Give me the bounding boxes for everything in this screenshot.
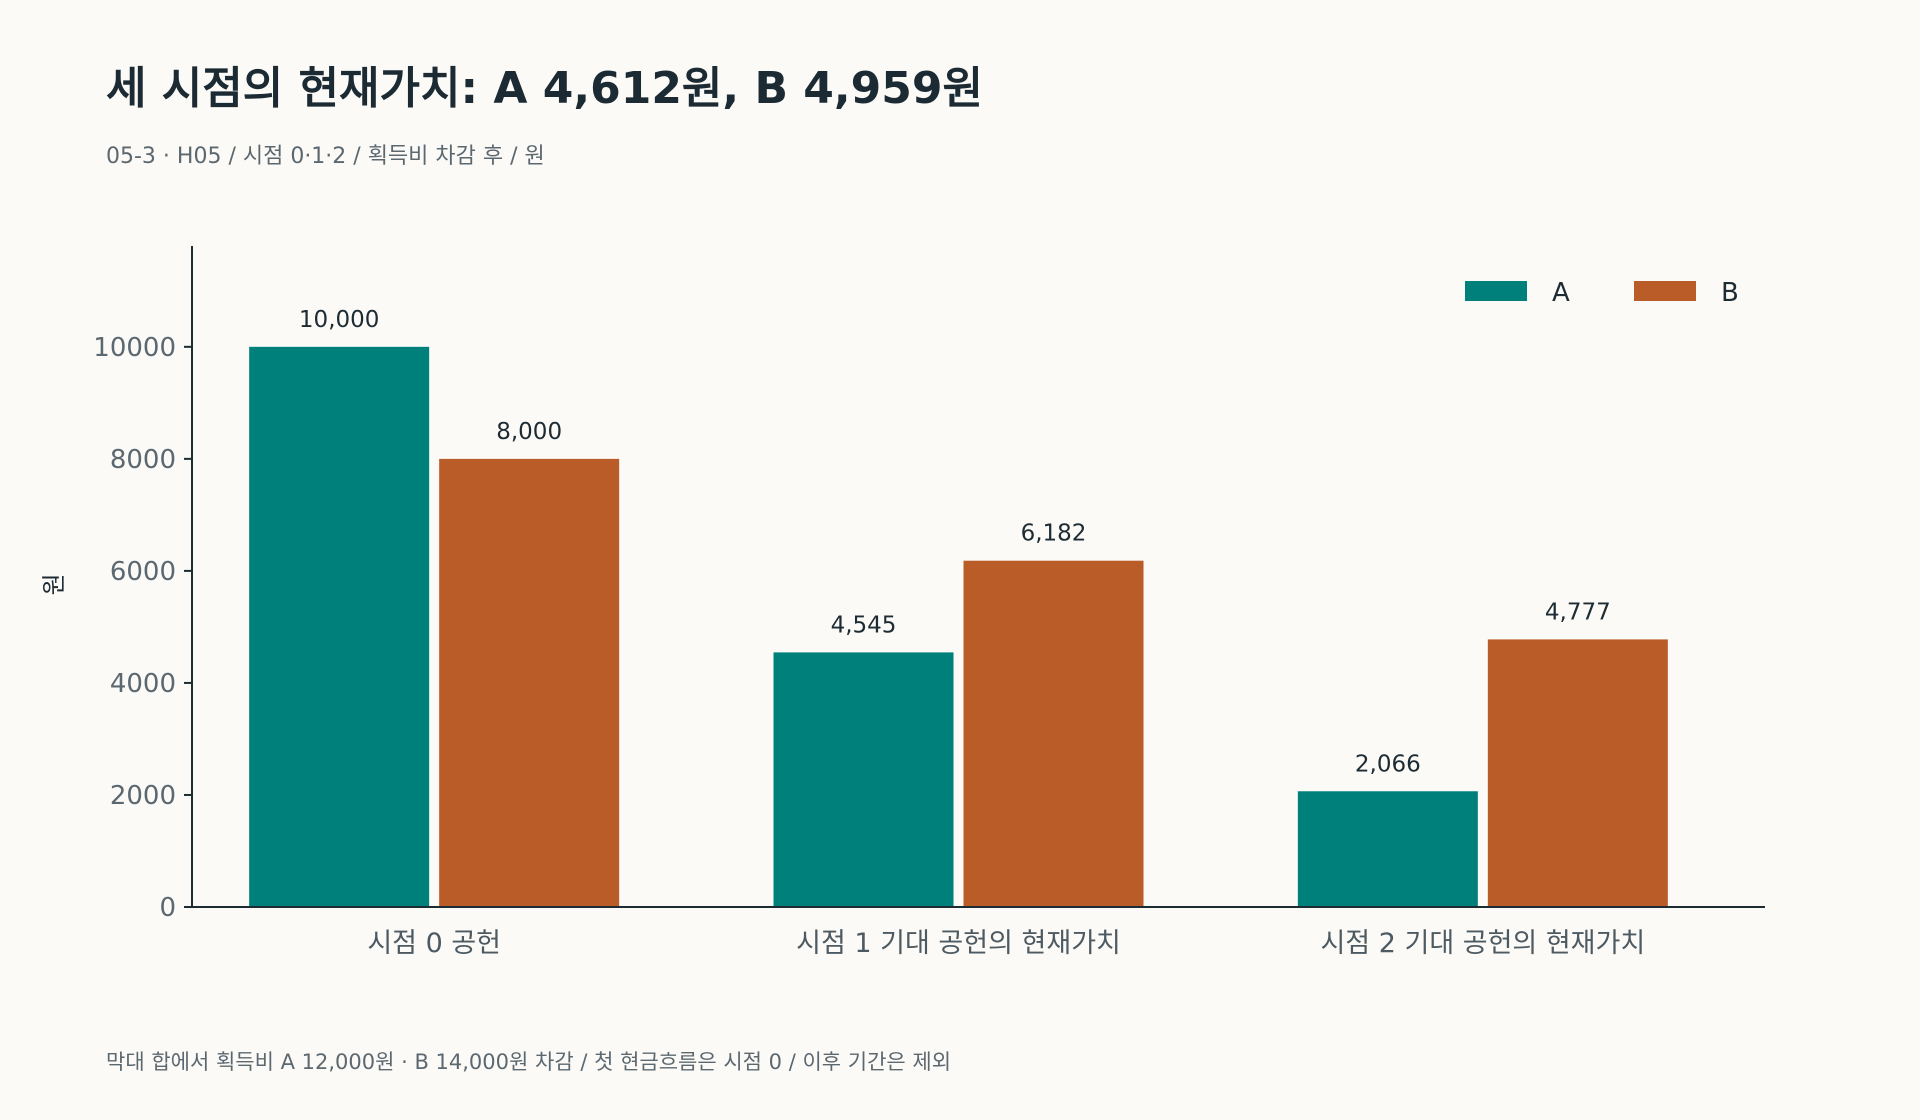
axes-group: 시점 0 공헌 시점 1 기대 공헌의 현재가치 시점 2 기대 공헌의 현재가치 0…	[93, 246, 1765, 959]
bar-b-1	[963, 560, 1144, 907]
bar-a-0	[249, 346, 430, 907]
data-label-b-0: 8,000	[496, 419, 562, 445]
y-tick-label-5: 10000	[93, 333, 176, 363]
legend-swatch-a	[1465, 281, 1527, 301]
data-labels-group: 10,000 8,000 4,545 6,182 2,066 4,777	[299, 307, 1611, 777]
footnote: 막대 합에서 획득비 A 12,000원 · B 14,000원 차감 / 첫 …	[106, 1050, 952, 1074]
y-tick-label-3: 6000	[110, 557, 176, 587]
data-label-b-1: 6,182	[1021, 521, 1087, 547]
chart-subtitle: 05-3 · H05 / 시점 0·1·2 / 획득비 차감 후 / 원	[106, 144, 545, 169]
bar-b-0	[439, 458, 620, 907]
data-label-a-0: 10,000	[299, 307, 379, 333]
bar-a-1	[773, 652, 954, 907]
x-tick-label-0: 시점 0 공헌	[367, 928, 501, 959]
data-label-b-2: 4,777	[1545, 599, 1611, 625]
bars-group	[249, 346, 1668, 907]
x-tick-label-1: 시점 1 기대 공헌의 현재가치	[796, 928, 1121, 959]
y-tick-label-4: 8000	[110, 445, 176, 475]
data-label-a-2: 2,066	[1355, 751, 1421, 777]
bar-b-2	[1487, 639, 1668, 907]
y-axis-label: 원	[40, 573, 68, 595]
x-tick-label-2: 시점 2 기대 공헌의 현재가치	[1320, 928, 1645, 959]
chart-title: 세 시점의 현재가치: A 4,612원, B 4,959원	[106, 63, 983, 114]
legend-label-a: A	[1552, 278, 1570, 308]
data-label-a-1: 4,545	[831, 612, 897, 638]
legend-label-b: B	[1721, 278, 1739, 308]
y-tick-label-0: 0	[159, 893, 176, 923]
bar-a-2	[1297, 791, 1478, 907]
y-tick-label-1: 2000	[110, 781, 176, 811]
y-tick-label-2: 4000	[110, 669, 176, 699]
legend-swatch-b	[1634, 281, 1696, 301]
